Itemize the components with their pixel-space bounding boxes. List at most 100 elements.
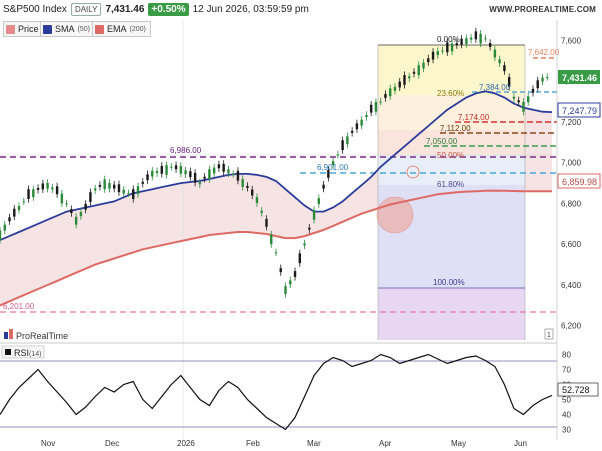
candle-body[interactable] xyxy=(446,42,449,53)
candle-body[interactable] xyxy=(303,243,306,246)
candle-body[interactable] xyxy=(184,170,187,175)
candle-body[interactable] xyxy=(327,170,330,178)
candle-body[interactable] xyxy=(469,37,473,40)
candle-body[interactable] xyxy=(41,183,45,190)
candle-body[interactable] xyxy=(198,182,202,185)
candle-body[interactable] xyxy=(412,71,416,74)
candle-body[interactable] xyxy=(117,184,121,193)
candle-body[interactable] xyxy=(132,189,135,199)
candle-body[interactable] xyxy=(217,164,221,169)
candle-body[interactable] xyxy=(84,203,87,210)
candle-body[interactable] xyxy=(8,217,11,222)
candle-body[interactable] xyxy=(70,209,73,214)
candle-body[interactable] xyxy=(122,189,125,194)
candle-body[interactable] xyxy=(22,201,25,203)
candle-body[interactable] xyxy=(241,179,244,187)
candle-body[interactable] xyxy=(141,181,144,184)
candle-body[interactable] xyxy=(79,212,83,217)
candle-body[interactable] xyxy=(113,184,116,189)
candle-body[interactable] xyxy=(274,252,278,254)
timeframe-badge[interactable]: DAILY xyxy=(70,3,102,16)
candle-body[interactable] xyxy=(208,169,211,179)
candle-body[interactable] xyxy=(436,51,439,56)
candle-body[interactable] xyxy=(98,184,102,187)
candle-body[interactable] xyxy=(512,96,516,99)
candle-body[interactable] xyxy=(51,187,54,190)
candle-body[interactable] xyxy=(179,165,183,174)
candle-body[interactable] xyxy=(474,31,478,40)
candle-body[interactable] xyxy=(531,88,535,93)
candle-body[interactable] xyxy=(174,165,178,170)
legend-ema[interactable]: EMA (200) xyxy=(92,21,151,37)
candle-body[interactable] xyxy=(417,65,420,76)
candle-body[interactable] xyxy=(427,58,430,63)
candle-body[interactable] xyxy=(13,208,16,217)
candle-body[interactable] xyxy=(60,193,64,204)
candle-body[interactable] xyxy=(379,101,382,103)
candle-body[interactable] xyxy=(74,216,78,225)
candle-body[interactable] xyxy=(503,65,506,72)
panel-options-button[interactable] xyxy=(544,328,554,340)
candle-body[interactable] xyxy=(517,100,520,103)
candle-body[interactable] xyxy=(3,224,6,231)
candle-body[interactable] xyxy=(246,185,249,188)
candle-body[interactable] xyxy=(460,38,463,45)
candle-body[interactable] xyxy=(336,154,340,156)
candle-body[interactable] xyxy=(431,51,435,60)
candle-body[interactable] xyxy=(360,119,363,126)
candle-body[interactable] xyxy=(408,76,411,79)
candle-body[interactable] xyxy=(265,218,268,227)
candle-body[interactable] xyxy=(350,130,354,133)
candle-body[interactable] xyxy=(127,193,130,195)
candle-body[interactable] xyxy=(522,101,525,112)
candle-body[interactable] xyxy=(203,176,206,179)
rsi-line[interactable] xyxy=(0,353,553,431)
candle-body[interactable] xyxy=(222,163,225,172)
candle-body[interactable] xyxy=(155,171,159,174)
candle-body[interactable] xyxy=(93,188,97,191)
candle-body[interactable] xyxy=(236,170,240,181)
candle-body[interactable] xyxy=(89,192,92,203)
candle-body[interactable] xyxy=(393,86,397,91)
candle-body[interactable] xyxy=(279,268,282,273)
candle-body[interactable] xyxy=(308,227,311,230)
candle-body[interactable] xyxy=(422,62,425,69)
candle-body[interactable] xyxy=(312,209,316,220)
candle-body[interactable] xyxy=(536,80,539,89)
candle-body[interactable] xyxy=(284,286,287,294)
candle-body[interactable] xyxy=(317,198,321,205)
candle-body[interactable] xyxy=(251,189,254,196)
candle-body[interactable] xyxy=(193,172,197,183)
legend-sma[interactable]: SMA (50) xyxy=(40,21,95,37)
candle-body[interactable] xyxy=(355,123,359,130)
candle-body[interactable] xyxy=(293,271,297,277)
legend-price[interactable]: Price xyxy=(3,21,44,37)
candle-body[interactable] xyxy=(398,81,401,88)
candle-body[interactable] xyxy=(231,173,235,175)
candle-body[interactable] xyxy=(151,170,154,177)
candle-body[interactable] xyxy=(389,88,392,97)
candle-body[interactable] xyxy=(493,49,497,58)
candle-body[interactable] xyxy=(322,184,325,189)
candle-body[interactable] xyxy=(255,197,259,204)
candle-body[interactable] xyxy=(346,136,349,145)
candle-body[interactable] xyxy=(17,206,21,210)
candle-body[interactable] xyxy=(465,38,468,45)
rsi-legend[interactable]: RSI (14) xyxy=(1,345,45,359)
candle-body[interactable] xyxy=(384,93,387,98)
candle-body[interactable] xyxy=(441,50,444,52)
candle-body[interactable] xyxy=(541,77,544,82)
ema-line[interactable] xyxy=(0,189,552,307)
candle-body[interactable] xyxy=(289,280,292,285)
sma-line[interactable] xyxy=(0,90,553,241)
candle-body[interactable] xyxy=(36,187,40,190)
candle-body[interactable] xyxy=(365,115,368,118)
candle-body[interactable] xyxy=(103,179,106,190)
candle-body[interactable] xyxy=(227,169,230,174)
candle-body[interactable] xyxy=(160,165,163,174)
candle-body[interactable] xyxy=(546,76,549,78)
candle-body[interactable] xyxy=(450,43,454,52)
candle-body[interactable] xyxy=(189,171,192,178)
candle-body[interactable] xyxy=(55,186,59,195)
